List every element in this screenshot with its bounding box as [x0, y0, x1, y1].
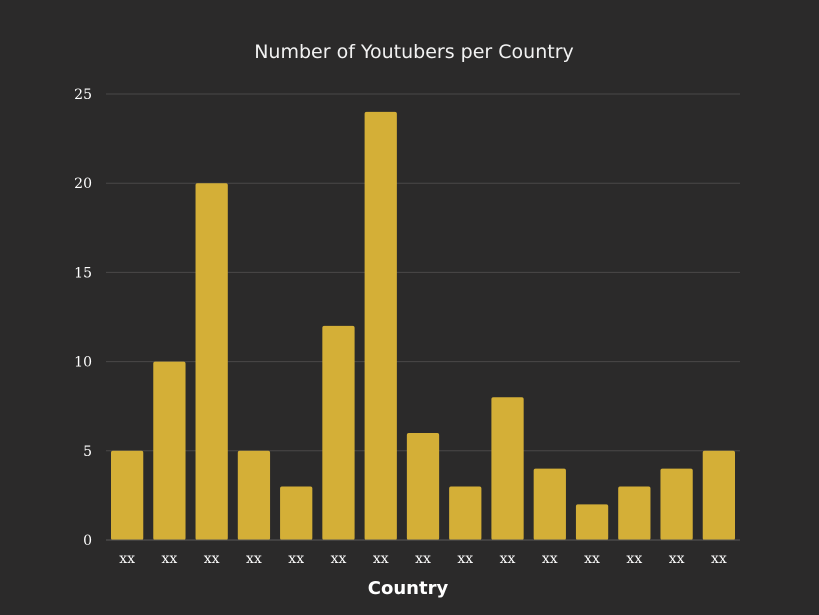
bar — [280, 486, 313, 540]
x-tick-label: xx — [584, 551, 600, 567]
x-tick-label: xx — [457, 551, 473, 567]
x-tick-label: xx — [626, 551, 642, 567]
bar — [491, 397, 524, 540]
x-tick-label: xx — [669, 551, 685, 567]
x-tick-label: xx — [415, 551, 431, 567]
x-tick-label: xx — [246, 551, 262, 567]
bars — [111, 111, 735, 540]
bar — [322, 325, 355, 540]
x-tick-label: xx — [162, 551, 178, 567]
y-tick-label: 20 — [74, 176, 92, 192]
x-axis-ticks: xx xx xx xx xx xx xx xx xx xx xx xx xx xx xx — [119, 551, 727, 567]
x-tick-label: xx — [331, 551, 347, 567]
x-axis-label: Country — [368, 578, 449, 599]
y-tick-label: 15 — [74, 265, 92, 281]
bar — [660, 468, 693, 540]
bar — [195, 183, 228, 540]
x-tick-label: xx — [288, 551, 304, 567]
y-tick-label: 10 — [74, 355, 92, 371]
y-axis-ticks: 0 5 10 15 20 25 — [74, 87, 92, 549]
bar — [406, 432, 440, 540]
x-tick-label: xx — [373, 551, 389, 567]
y-tick-label: 0 — [83, 533, 92, 549]
y-tick-label: 25 — [74, 87, 92, 103]
bar — [111, 450, 144, 540]
x-tick-label: xx — [711, 551, 727, 567]
chart-title: Number of Youtubers per Country — [254, 41, 574, 63]
y-tick-label: 5 — [83, 444, 92, 460]
x-tick-label: xx — [542, 551, 558, 567]
bar — [237, 450, 271, 540]
bar — [364, 111, 397, 540]
bar — [533, 468, 566, 540]
x-tick-label: xx — [204, 551, 220, 567]
bar — [449, 486, 482, 540]
bar — [153, 361, 186, 540]
bar — [702, 450, 735, 540]
bar — [618, 486, 651, 540]
x-tick-label: xx — [500, 551, 516, 567]
bar — [575, 504, 609, 540]
x-tick-label: xx — [119, 551, 135, 567]
